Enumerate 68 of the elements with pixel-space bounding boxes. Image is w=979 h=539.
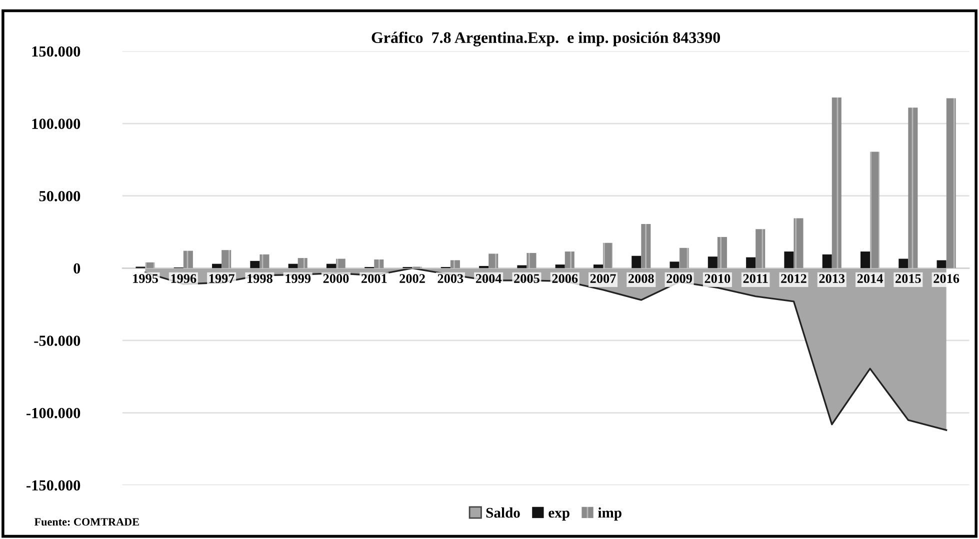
bar: [326, 264, 336, 268]
bar: [670, 262, 680, 268]
bar: [222, 250, 232, 268]
x-tick-label: 2010: [704, 274, 730, 283]
x-tick-label: 2016: [934, 274, 960, 283]
bar: [936, 260, 946, 268]
y-tick-label: -150.000: [26, 480, 80, 491]
x-tick-label: 2013: [819, 274, 845, 283]
bar: [479, 266, 489, 268]
bar: [603, 242, 613, 268]
bar: [756, 229, 766, 268]
bar: [250, 260, 260, 268]
bar: [708, 256, 718, 268]
bar: [717, 237, 727, 268]
bar: [832, 97, 842, 268]
bar: [555, 264, 565, 268]
x-tick-label: 2012: [781, 274, 806, 283]
y-tick-label: -50.000: [34, 336, 80, 346]
bar: [794, 218, 804, 268]
bar: [526, 252, 536, 268]
x-tick-label: 1999: [286, 274, 311, 283]
bar: [183, 250, 193, 268]
bar: [898, 258, 908, 268]
source-note: Fuente: COMTRADE: [34, 518, 139, 526]
x-tick-label: 2014: [857, 274, 883, 283]
legend-label: exp: [548, 510, 570, 521]
bar: [374, 259, 384, 268]
x-tick-label: 1995: [133, 274, 158, 283]
x-tick-label: 1996: [171, 274, 196, 283]
bar: [870, 152, 880, 268]
bar: [632, 256, 642, 268]
y-tick-label: -100.000: [26, 408, 80, 418]
bar: [336, 258, 346, 268]
x-tick-label: 2011: [743, 274, 768, 283]
legend-label: Saldo: [486, 507, 520, 518]
x-tick-label: 2000: [323, 274, 349, 283]
bar: [564, 252, 574, 268]
bar: [298, 258, 308, 268]
bar: [679, 248, 689, 268]
x-tick-label: 2015: [896, 274, 921, 283]
x-tick-label: 2003: [438, 274, 464, 283]
bar: [593, 264, 604, 268]
bar: [860, 252, 870, 268]
legend-label: imp: [598, 507, 622, 521]
x-tick-label: 2002: [400, 274, 425, 283]
x-tick-label: 2001: [361, 274, 387, 283]
bar: [145, 262, 155, 268]
bar: [946, 98, 956, 268]
bar: [212, 264, 222, 268]
bar: [488, 254, 498, 268]
bar: [450, 260, 460, 268]
bar: [641, 224, 651, 268]
bar: [260, 254, 270, 268]
bar: [822, 254, 832, 268]
chart-title: Gráfico 7.8 Argentina.Exp. e imp. posición 843390: [372, 32, 720, 46]
x-tick-label: 2008: [628, 274, 654, 283]
bar: [908, 108, 918, 268]
y-tick-label: 150.000: [32, 46, 80, 57]
bar: [784, 252, 794, 268]
x-tick-label: 1998: [248, 274, 272, 283]
bar: [288, 264, 298, 268]
y-tick-label: 50.000: [39, 190, 80, 202]
bar: [746, 257, 756, 268]
x-tick-label: 2009: [666, 274, 692, 283]
x-tick-label: 1997: [209, 274, 234, 283]
y-tick-label: 100.000: [32, 118, 80, 130]
y-tick-label: 0: [74, 263, 80, 274]
x-tick-label: 2007: [590, 274, 616, 283]
